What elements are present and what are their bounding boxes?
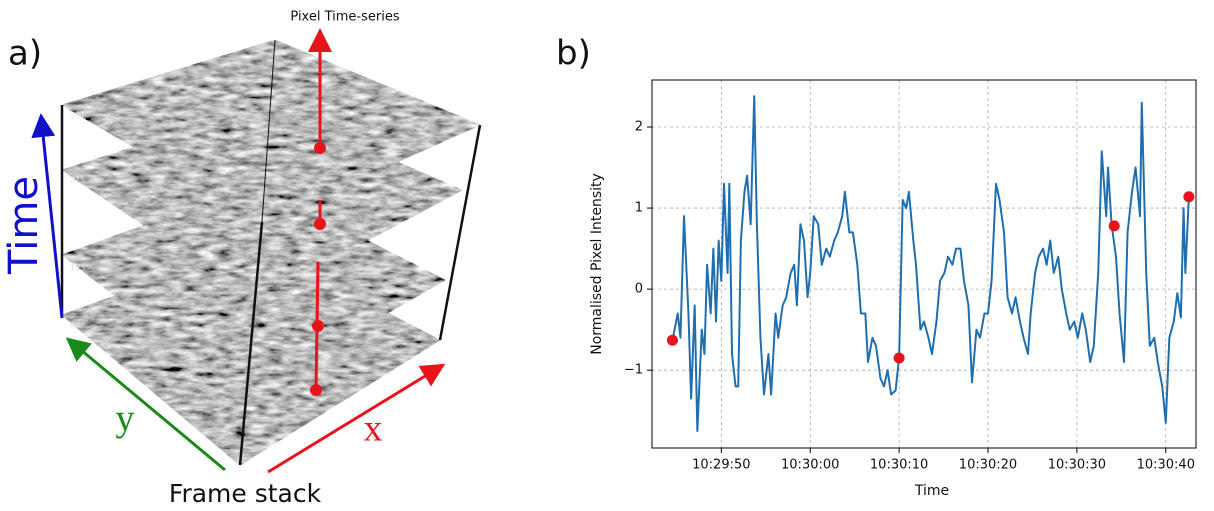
y-axis-title: Normalised Pixel Intensity: [589, 173, 605, 355]
cube-edges: [60, 39, 482, 466]
data-point: [666, 334, 678, 346]
data-point: [893, 352, 905, 364]
y-label: y: [116, 398, 135, 440]
y-tick-label: −1: [624, 363, 643, 378]
frame-label: 0: [70, 321, 75, 330]
x-tick-label: 10:30:40: [1137, 458, 1195, 473]
data-point: [1183, 191, 1195, 203]
time-arrow: [31, 113, 64, 319]
x-label: x: [364, 408, 383, 450]
panel-label: b): [556, 34, 591, 74]
x-tick-label: 10:30:30: [1048, 458, 1106, 473]
frame-label: 125: [70, 264, 85, 273]
top-label: Pixel Time-series: [290, 10, 399, 25]
y-tick-label: 2: [635, 120, 643, 135]
panel-label: a): [8, 34, 42, 74]
bottom-label: Frame stack: [169, 479, 322, 508]
y-tick-label: 1: [635, 201, 643, 216]
data-line: [671, 95, 1190, 432]
x-arrow: [267, 363, 446, 474]
frame-label: 215: [70, 176, 85, 185]
y-arrow: [65, 337, 226, 472]
panel-a: a) 287 215 125 0 Pixel Time-series Time: [1, 10, 482, 508]
time-label: Time: [1, 176, 47, 275]
x-tick-label: 10:30:20: [959, 458, 1017, 473]
x-tick-label: 10:30:10: [870, 458, 928, 473]
x-tick-label: 10:30:00: [781, 458, 839, 473]
x-axis-title: Time: [914, 483, 949, 499]
data-point: [1108, 220, 1120, 232]
panel-b: b) Time Normalised Pixel Intensity −1 0 1 2…: [556, 34, 1197, 499]
plot-frame: [651, 79, 1197, 449]
frame-label: 287: [70, 111, 85, 120]
x-tick-label: 10:29:50: [692, 458, 750, 473]
frame-labels: 287 215 125 0: [70, 111, 85, 330]
pixel-series: [308, 28, 332, 396]
y-tick-label: 0: [635, 282, 643, 297]
